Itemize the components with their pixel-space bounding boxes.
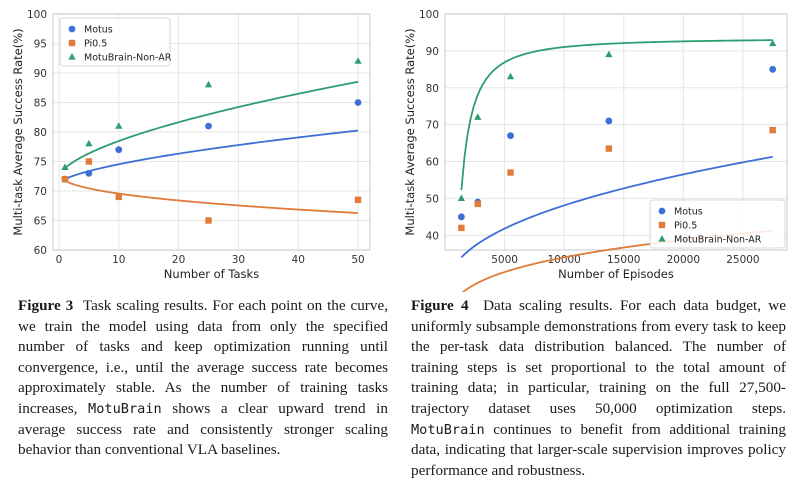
c1-fit-curve bbox=[64, 129, 359, 181]
figure-4-caption: Figure 4 Data scaling results. For each … bbox=[411, 296, 786, 481]
c1-legend-label: Motus bbox=[84, 25, 113, 36]
c2-legend-marker bbox=[658, 221, 666, 229]
c2-data-point bbox=[458, 224, 465, 232]
figure-3-code: MotuBrain bbox=[88, 400, 162, 417]
c2-legend-marker bbox=[658, 207, 666, 215]
c2-x-tick-label: 5000 bbox=[491, 254, 518, 266]
c2-data-point bbox=[605, 50, 613, 58]
c1-y-tick-label: 85 bbox=[34, 98, 47, 110]
c2-legend-label: MotuBrain-Non-AR bbox=[674, 235, 762, 246]
c2-data-point bbox=[457, 213, 465, 221]
c1-legend-marker bbox=[68, 39, 76, 47]
c2-fit-curve bbox=[460, 39, 773, 191]
c1-y-tick-label: 75 bbox=[34, 157, 47, 169]
c2-data-point bbox=[474, 113, 482, 120]
c1-y-axis-label: Multi-task Average Success Rate(%) bbox=[11, 28, 25, 235]
c2-x-tick-label: 20000 bbox=[667, 254, 700, 266]
c1-fit-curve bbox=[64, 179, 359, 214]
c2-x-tick-label: 25000 bbox=[726, 254, 759, 266]
c1-data-point bbox=[354, 196, 362, 204]
figure-3-text-1: Task scaling results. For each point on … bbox=[18, 297, 388, 417]
c1-data-point bbox=[61, 163, 69, 170]
c1-data-point bbox=[205, 122, 212, 130]
c1-legend-label: MotuBrain-Non-AR bbox=[84, 53, 172, 64]
figure-4-label: Figure 4 bbox=[411, 297, 469, 314]
c2-x-tick-label: 10000 bbox=[547, 254, 580, 266]
c2-y-tick-label: 50 bbox=[426, 193, 439, 205]
c2-x-axis-label: Number of Episodes bbox=[558, 267, 674, 281]
c1-y-tick-label: 60 bbox=[34, 245, 47, 257]
c2-data-point bbox=[605, 145, 613, 152]
c2-x-tick-label: 15000 bbox=[607, 254, 640, 266]
figure-3-label: Figure 3 bbox=[18, 297, 74, 314]
c2-legend-marker bbox=[658, 235, 666, 242]
c1-data-point bbox=[115, 193, 122, 201]
data-scaling-chart: 5000 10000 15000 20000 25000 40 50 60 70 80 90 100 N… bbox=[403, 9, 788, 292]
c2-y-tick-label: 80 bbox=[426, 83, 439, 95]
c2-legend-label: Pi0.5 bbox=[674, 221, 697, 232]
c1-data-point bbox=[85, 139, 93, 147]
c1-legend-marker bbox=[68, 53, 76, 60]
c1-y-tick-label: 65 bbox=[34, 216, 47, 228]
c2-data-point bbox=[474, 200, 481, 208]
c1-x-axis-label: Number of Tasks bbox=[164, 267, 259, 281]
c2-data-point bbox=[769, 39, 777, 47]
c1-plot-frame bbox=[52, 13, 371, 251]
c1-data-point bbox=[115, 122, 123, 129]
figure-4-text-1: Data scaling results. For each data budg… bbox=[411, 297, 786, 417]
c2-data-point bbox=[506, 72, 515, 80]
c1-y-tick-label: 80 bbox=[34, 127, 47, 139]
c2-y-axis-label: Multi-task Average Success Rate(%) bbox=[403, 28, 417, 235]
c1-data-point bbox=[354, 57, 362, 64]
c1-fit-curve bbox=[64, 80, 359, 169]
c2-data-point bbox=[507, 132, 514, 140]
c1-legend-marker bbox=[68, 25, 76, 33]
c1-data-point bbox=[85, 158, 93, 165]
c1-legend-label: Pi0.5 bbox=[84, 39, 107, 50]
c1-x-tick-label: 20 bbox=[172, 254, 185, 266]
c1-y-tick-label: 70 bbox=[34, 186, 47, 198]
c2-data-point bbox=[605, 117, 613, 125]
task-scaling-chart: 0 10 20 30 40 50 60 65 70 75 80 85 90 95 100 Number of … bbox=[11, 9, 371, 281]
c1-x-tick-label: 0 bbox=[56, 254, 63, 266]
c2-y-tick-label: 70 bbox=[426, 120, 439, 132]
c1-y-tick-label: 95 bbox=[34, 39, 47, 51]
c1-data-point bbox=[205, 217, 212, 224]
c1-x-tick-label: 40 bbox=[292, 254, 305, 266]
figure-4-code: MotuBrain bbox=[411, 421, 485, 438]
c1-data-point bbox=[61, 176, 69, 183]
c2-fit-curve bbox=[460, 155, 773, 258]
c2-data-point bbox=[457, 194, 465, 201]
c1-x-tick-label: 50 bbox=[351, 254, 364, 266]
c2-y-tick-label: 40 bbox=[426, 230, 439, 242]
c1-y-tick-label: 100 bbox=[27, 9, 47, 21]
figure-3-text-2: shows a clear upward trend in average su… bbox=[18, 399, 388, 459]
c2-data-point bbox=[769, 126, 776, 134]
c2-data-point bbox=[769, 65, 777, 73]
c1-data-point bbox=[85, 169, 93, 177]
c1-data-point bbox=[115, 146, 123, 154]
c1-x-tick-label: 10 bbox=[112, 254, 125, 266]
c2-y-tick-label: 100 bbox=[419, 9, 439, 21]
c2-y-tick-label: 60 bbox=[426, 157, 439, 169]
c2-y-tick-label: 90 bbox=[426, 46, 439, 58]
figure-3-caption: Figure 3 Task scaling results. For each … bbox=[18, 296, 388, 461]
c2-legend-label: Motus bbox=[674, 207, 703, 218]
c1-data-point bbox=[204, 80, 213, 88]
c1-data-point bbox=[354, 99, 362, 106]
c1-x-tick-label: 30 bbox=[232, 254, 245, 266]
c2-legend-box bbox=[649, 199, 786, 249]
c2-data-point bbox=[507, 169, 514, 176]
c1-legend-box bbox=[59, 17, 171, 67]
c2-plot-frame bbox=[444, 13, 788, 251]
c1-y-tick-label: 90 bbox=[34, 68, 47, 80]
